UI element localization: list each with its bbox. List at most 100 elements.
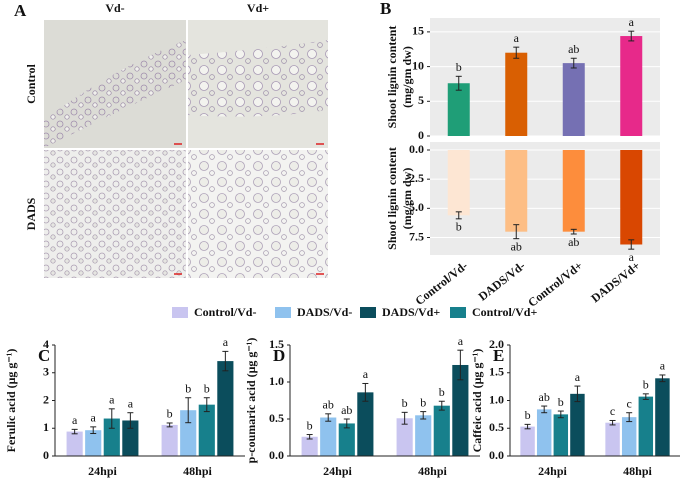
significance-letter: a: [458, 334, 464, 348]
bar: [433, 405, 450, 456]
y-tick-label: 0.0: [269, 448, 284, 462]
significance-letter: a: [128, 396, 134, 410]
bar: [505, 150, 528, 232]
bar: [161, 424, 178, 456]
significance-letter: a: [91, 411, 97, 425]
significance-letter: a: [514, 31, 520, 45]
y-tick-label: 4: [43, 337, 49, 351]
legend-swatch: [172, 307, 188, 318]
legend-label: DADS/Vd-: [297, 305, 352, 319]
panel-label: B: [380, 0, 391, 18]
panel-label: C: [38, 346, 50, 365]
bar: [85, 430, 102, 456]
legend-label: Control/Vd+: [472, 305, 537, 319]
y-axis-label-line: Caffeic acid (μg g⁻¹): [470, 349, 484, 453]
y-tick-label: 2.5: [409, 171, 424, 185]
y-axis-label-line: (mg/gm dw): [400, 168, 414, 230]
significance-letter: b: [402, 396, 408, 410]
legend-label: DADS/Vd+: [382, 305, 440, 319]
bar: [562, 150, 585, 232]
significance-letter: a: [660, 359, 666, 373]
significance-letter: a: [72, 413, 78, 427]
y-axis-label: Shoot lignin content(mg/gm dw): [385, 26, 414, 129]
bar: [357, 392, 374, 456]
y-axis-label-line: Shoot lignin content: [385, 147, 399, 250]
row-label: DADS: [24, 197, 38, 230]
significance-letter: a: [363, 367, 369, 381]
bar: [505, 52, 528, 136]
significance-letter: b: [525, 408, 531, 422]
panel-label: E: [493, 346, 504, 365]
column-label: Vd+: [247, 1, 269, 15]
bar: [396, 418, 413, 456]
bar: [301, 436, 318, 456]
y-tick-label: 3: [43, 365, 49, 379]
significance-letter: b: [456, 60, 462, 74]
bar: [103, 418, 120, 456]
significance-letter: b: [643, 378, 649, 392]
bar: [520, 426, 535, 456]
significance-letter: c: [610, 404, 615, 418]
y-tick-label: 1.5: [269, 337, 284, 351]
significance-letter: ab: [568, 42, 579, 56]
bar: [620, 150, 643, 245]
y-tick-label: 2: [43, 392, 49, 406]
x-tick-label: 48hpi: [183, 464, 212, 478]
significance-letter: b: [420, 395, 426, 409]
x-tick-label: DADS/Vd-: [476, 258, 528, 303]
y-axis-label-line: p-coumaric acid (μg g⁻¹): [244, 338, 258, 464]
panel-label: D: [273, 346, 285, 365]
significance-letter: a: [629, 15, 635, 29]
significance-letter: b: [558, 395, 564, 409]
y-tick-label: 2.0: [489, 337, 504, 351]
bar: [198, 404, 215, 456]
y-tick-label: 15: [412, 24, 424, 38]
y-tick-label: 1.0: [489, 392, 504, 406]
legend-swatch: [360, 307, 376, 318]
y-tick-label: 1.0: [269, 374, 284, 388]
x-tick-label: DADS/Vd+: [588, 258, 643, 305]
y-tick-label: 1.5: [489, 365, 504, 379]
x-tick-label: 24hpi: [323, 464, 352, 478]
bar: [638, 396, 654, 456]
bar: [447, 150, 470, 216]
y-tick-label: 0.5: [269, 411, 284, 425]
y-tick-label: 5.0: [409, 200, 424, 214]
y-axis-label: Shoot lignin content(mg/gm dw): [385, 147, 414, 250]
significance-letter: ab: [568, 235, 579, 249]
significance-letter: ab: [323, 398, 334, 412]
x-tick-label: 24hpi: [538, 464, 567, 478]
significance-letter: b: [439, 385, 445, 399]
x-tick-label: Control/Vd-: [412, 258, 470, 307]
y-tick-label: 10: [412, 58, 424, 72]
bar: [415, 415, 432, 456]
bar: [562, 63, 585, 136]
significance-letter: b: [167, 407, 173, 421]
bar: [620, 36, 643, 136]
significance-letter: a: [109, 393, 115, 407]
y-tick-label: 0: [418, 128, 424, 142]
significance-letter: ab: [511, 239, 522, 253]
y-tick-label: 0.0: [409, 142, 424, 156]
significance-letter: b: [204, 381, 210, 395]
row-label: Control: [24, 63, 38, 103]
bar: [605, 422, 620, 456]
column-label: Vd-: [105, 1, 124, 15]
legend-swatch: [450, 307, 466, 318]
y-axis-label-line: Shoot lignin content: [385, 26, 399, 129]
significance-letter: a: [629, 250, 635, 264]
x-tick-label: Control/Vd+: [525, 258, 585, 309]
panel-label: A: [14, 1, 27, 20]
y-axis-label: Ferulic acid (μg g⁻¹): [4, 349, 18, 453]
y-axis-label: Caffeic acid (μg g⁻¹): [470, 349, 484, 453]
y-tick-label: 7.5: [409, 229, 424, 243]
significance-letter: ab: [539, 390, 550, 404]
significance-letter: c: [627, 396, 632, 410]
bar: [320, 417, 337, 456]
y-tick-label: 5: [418, 93, 424, 107]
bar: [122, 420, 139, 456]
bar: [452, 364, 469, 456]
y-tick-label: 1: [43, 420, 49, 434]
legend-swatch: [275, 307, 291, 318]
bar: [338, 423, 355, 456]
